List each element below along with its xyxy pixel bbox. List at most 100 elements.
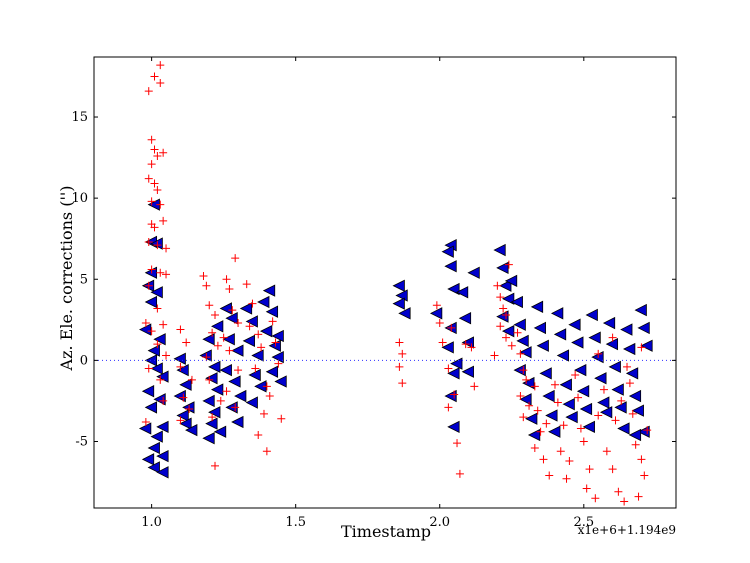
triangle-marker xyxy=(444,260,457,273)
plus-marker xyxy=(539,455,548,464)
plot-frame xyxy=(93,56,677,509)
plus-marker xyxy=(576,424,585,433)
plus-marker xyxy=(150,179,159,188)
plus-marker xyxy=(640,471,649,480)
plus-marker xyxy=(257,343,266,352)
triangle-marker xyxy=(239,302,253,315)
triangle-marker xyxy=(542,389,555,403)
triangle-marker xyxy=(631,404,644,417)
triangle-marker xyxy=(265,365,279,378)
triangle-marker xyxy=(519,346,532,359)
triangle-marker xyxy=(582,420,595,434)
plus-marker xyxy=(438,338,447,347)
triangle-marker xyxy=(231,415,244,429)
plus-marker xyxy=(144,87,153,96)
plus-marker xyxy=(187,375,196,384)
plus-marker xyxy=(216,396,225,405)
plus-marker xyxy=(248,299,257,308)
plus-marker xyxy=(571,370,580,379)
triangle-marker xyxy=(231,344,244,357)
plus-marker xyxy=(625,379,634,388)
triangle-marker xyxy=(568,318,581,331)
plus-marker xyxy=(637,343,646,352)
plus-marker xyxy=(222,387,231,396)
plus-marker xyxy=(608,465,617,474)
plus-marker xyxy=(141,319,150,328)
triangle-marker xyxy=(222,333,235,346)
y-axis-label: Az. Ele. corrections ('') xyxy=(57,186,76,372)
triangle-marker xyxy=(251,349,264,362)
triangle-marker xyxy=(559,378,572,391)
triangle-marker xyxy=(545,409,558,422)
plus-marker xyxy=(559,421,568,430)
plus-marker xyxy=(242,280,251,289)
plus-marker xyxy=(545,471,554,480)
triangle-marker xyxy=(271,329,284,343)
plus-marker xyxy=(579,437,588,446)
triangle-marker xyxy=(625,367,639,380)
triangle-marker xyxy=(176,409,189,422)
triangle-marker xyxy=(245,396,258,409)
plus-marker xyxy=(617,396,626,405)
triangle-marker xyxy=(519,393,532,406)
plus-marker xyxy=(176,325,185,334)
plus-marker xyxy=(585,465,594,474)
triangle-marker xyxy=(530,300,544,313)
y-tick-label: 15 xyxy=(71,110,88,125)
plus-marker xyxy=(234,319,243,328)
triangle-marker xyxy=(536,339,549,352)
data-marks xyxy=(138,61,653,506)
triangle-marker xyxy=(501,292,515,305)
plus-marker xyxy=(516,349,525,358)
plus-marker xyxy=(516,392,525,401)
plus-marker xyxy=(490,351,499,360)
plus-marker xyxy=(450,390,459,399)
y-tick-label: 5 xyxy=(80,272,88,287)
triangle-marker xyxy=(257,295,270,309)
plus-marker xyxy=(259,409,268,418)
x-axis-ticks: 1.0 1.5 2.0 2.5 xyxy=(141,57,594,530)
plus-marker xyxy=(525,401,534,410)
x-axis-offset-label: x1e+6+1.194e9 xyxy=(578,523,676,537)
plus-marker xyxy=(153,304,162,313)
triangle-marker xyxy=(461,336,474,349)
plus-marker xyxy=(162,244,171,253)
plus-marker xyxy=(147,160,156,169)
plus-marker xyxy=(502,310,511,319)
triangle-marker xyxy=(533,321,546,335)
triangle-marker xyxy=(179,417,192,430)
triangle-marker xyxy=(602,316,616,330)
triangle-marker xyxy=(628,389,642,403)
triangle-marker xyxy=(553,328,567,341)
plus-marker xyxy=(208,413,217,422)
plus-marker xyxy=(444,364,453,373)
plus-marker xyxy=(496,293,505,302)
plus-marker xyxy=(162,270,171,279)
triangle-marker xyxy=(185,423,198,437)
triangle-marker xyxy=(429,307,443,320)
triangle-marker xyxy=(576,385,590,398)
plus-marker xyxy=(156,375,165,384)
plus-marker xyxy=(185,405,194,414)
triangle-marker xyxy=(571,336,584,349)
triangle-marker xyxy=(265,305,279,318)
plus-marker xyxy=(144,237,153,246)
plus-marker xyxy=(455,469,464,478)
plus-marker xyxy=(499,304,508,313)
triangle-marker xyxy=(150,430,163,443)
triangle-marker xyxy=(599,406,613,419)
plus-marker xyxy=(447,323,456,332)
plus-marker xyxy=(222,275,231,284)
plus-marker xyxy=(634,492,643,501)
plus-marker xyxy=(144,281,153,290)
triangle-marker xyxy=(228,375,241,388)
triangle-marker xyxy=(447,367,460,380)
triangle-marker xyxy=(141,453,155,466)
triangle-marker xyxy=(144,401,158,414)
plus-marker xyxy=(159,216,168,225)
plus-marker xyxy=(262,382,271,391)
plus-marker xyxy=(530,382,539,391)
plus-marker xyxy=(444,403,453,412)
triangle-marker xyxy=(496,310,509,323)
plus-marker xyxy=(268,317,277,326)
